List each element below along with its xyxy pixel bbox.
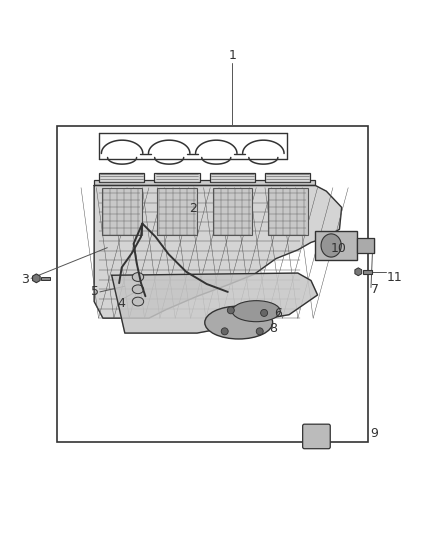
Text: 3: 3 — [21, 273, 29, 286]
Ellipse shape — [232, 301, 280, 322]
Polygon shape — [32, 274, 40, 282]
Bar — [212, 188, 252, 235]
Bar — [155, 173, 200, 182]
Circle shape — [221, 328, 228, 335]
Text: 8: 8 — [269, 322, 277, 335]
Bar — [94, 180, 315, 185]
Bar — [57, 126, 368, 442]
Ellipse shape — [132, 297, 144, 306]
Text: 10: 10 — [331, 243, 346, 255]
Ellipse shape — [132, 273, 144, 281]
Bar — [315, 231, 357, 260]
Text: 1: 1 — [228, 49, 236, 61]
Circle shape — [261, 310, 268, 317]
Bar — [357, 238, 374, 253]
Text: 4: 4 — [118, 297, 126, 310]
Text: 6: 6 — [274, 307, 282, 320]
Ellipse shape — [132, 285, 144, 294]
Bar — [157, 188, 197, 235]
Bar — [210, 173, 255, 182]
Text: 5: 5 — [92, 285, 99, 298]
Polygon shape — [112, 273, 318, 333]
FancyBboxPatch shape — [303, 424, 330, 449]
Text: 2: 2 — [189, 201, 197, 215]
Circle shape — [227, 307, 234, 314]
Text: 11: 11 — [387, 271, 403, 284]
Polygon shape — [94, 185, 342, 318]
Bar — [99, 173, 145, 182]
Bar — [265, 173, 311, 182]
Ellipse shape — [321, 234, 341, 257]
Bar — [41, 277, 50, 280]
Bar — [268, 188, 307, 235]
Bar — [102, 188, 142, 235]
Circle shape — [256, 328, 263, 335]
Bar — [363, 270, 372, 274]
Ellipse shape — [205, 306, 272, 339]
Text: 7: 7 — [371, 283, 379, 296]
Text: 9: 9 — [370, 427, 378, 440]
Polygon shape — [355, 268, 362, 276]
